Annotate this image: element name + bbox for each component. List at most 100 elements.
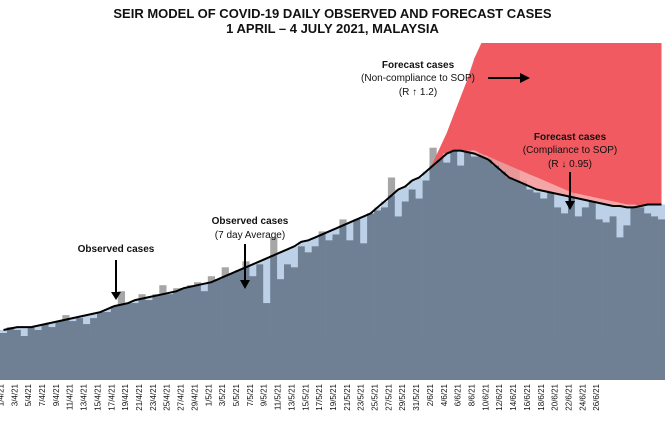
- x-tick-label: 7/5/21: [246, 383, 255, 406]
- x-tick-label: 19/4/21: [121, 383, 130, 410]
- observed-area-bar: [27, 327, 35, 342]
- observed-area-bar: [207, 282, 215, 342]
- observed-area-bar: [519, 183, 527, 342]
- x-tick-label: 22/6/21: [565, 383, 574, 410]
- x-tick-label: 21/5/21: [343, 383, 352, 410]
- observed-gap-bar: [644, 204, 652, 214]
- observed-area-bar: [284, 264, 292, 342]
- observed-area-bar: [62, 319, 70, 342]
- observed-area-bar: [346, 240, 354, 342]
- annotation-forecast-high-title: Forecast cases: [382, 60, 455, 71]
- x-tick-label: 15/5/21: [301, 383, 310, 410]
- x-tick-label: 5/4/21: [24, 383, 33, 406]
- observed-gap-bar: [595, 203, 603, 220]
- observed-gap-bar: [651, 204, 659, 217]
- annotation-arrowhead-observed-left: [111, 292, 121, 300]
- observed-area-bar: [90, 318, 98, 342]
- series-line-7-day-average: [3, 149, 662, 331]
- average-line: [3, 149, 662, 331]
- observed-area-bar: [131, 303, 139, 342]
- observed-area-bar: [97, 312, 105, 342]
- annotation-arrowhead-forecast-low: [565, 201, 575, 210]
- observed-area-bar: [616, 237, 624, 342]
- observed-area-bar: [13, 330, 22, 342]
- annotation-forecast-high-sub1: (Non-compliance to SOP): [361, 73, 475, 84]
- observed-area-bar: [374, 210, 382, 342]
- observed-area-bar: [360, 243, 368, 342]
- observed-area-bar: [6, 328, 15, 342]
- observed-area-bar: [505, 177, 513, 342]
- observed-area-bar: [387, 195, 396, 342]
- observed-area-bar: [595, 219, 603, 342]
- observed-area-bar: [145, 300, 153, 342]
- observed-area-bar: [0, 333, 8, 342]
- observed-area-bar: [297, 246, 306, 342]
- x-tick-label: 9/4/21: [52, 383, 61, 406]
- forecast-band-non-compliance: [426, 43, 662, 206]
- observed-gap-bar: [69, 318, 77, 322]
- annotation-forecast-low-sub1: (Compliance to SOP): [523, 145, 617, 156]
- x-tick-label: 1/4/21: [0, 383, 6, 406]
- observed-area-bar: [526, 189, 534, 342]
- x-tick-label: 1/5/21: [204, 383, 213, 406]
- observed-area-bar: [554, 207, 562, 342]
- observed-area-bar: [325, 240, 333, 342]
- observed-area-bar: [429, 165, 437, 342]
- observed-area-bar: [401, 201, 409, 342]
- observed-gap-bar: [0, 330, 8, 333]
- x-tick-label: 15/4/21: [93, 383, 102, 410]
- observed-area-bar: [644, 213, 652, 342]
- observed-area-bar: [381, 207, 389, 342]
- observed-gap-bar: [284, 249, 292, 265]
- observed-gap-bar: [616, 206, 624, 238]
- observed-gap-bar: [290, 246, 299, 268]
- observed-gap-bar: [381, 201, 389, 208]
- observed-area-bar: [187, 286, 195, 342]
- observed-area-bar: [568, 197, 576, 342]
- observed-gap-bar: [297, 241, 306, 247]
- observed-gap-bar: [83, 315, 91, 325]
- observed-area-bar: [658, 219, 665, 342]
- observed-area-bar: [41, 324, 49, 342]
- x-tick-label: 11/5/21: [274, 383, 283, 410]
- observed-area-bar: [290, 267, 299, 343]
- observed-gap-bar: [581, 200, 590, 208]
- chart-title-block: SEIR MODEL OF COVID-19 DAILY OBSERVED AN…: [0, 6, 665, 36]
- observed-area-bar: [263, 303, 271, 342]
- x-tick-label: 14/6/21: [509, 383, 518, 410]
- observed-area-bar: [464, 152, 472, 342]
- observed-area-bar: [318, 234, 326, 342]
- observed-gap-bar: [623, 207, 631, 226]
- annotation-arrowhead-forecast-high: [520, 73, 530, 83]
- observed-area-bar: [367, 213, 375, 342]
- observed-area-bar: [180, 288, 188, 342]
- observed-gap-bar: [48, 322, 56, 328]
- observed-area-bar: [547, 192, 555, 342]
- chart-subtitle: 1 APRIL – 4 JULY 2021, MALAYSIA: [226, 21, 439, 36]
- observed-area-bar: [173, 291, 181, 342]
- observed-area-bar: [194, 285, 202, 342]
- observed-gap-bar: [332, 228, 340, 235]
- observed-area-bar: [200, 291, 209, 342]
- observed-area-bar: [471, 156, 479, 342]
- x-tick-label: 10/6/21: [481, 383, 490, 410]
- x-tick-label: 26/6/21: [592, 383, 601, 410]
- observed-area-bar: [651, 216, 659, 342]
- observed-gap-bar: [554, 194, 562, 208]
- observed-area-bar: [249, 276, 257, 342]
- observed-area-bar: [117, 304, 125, 342]
- observed-area-bar: [602, 222, 610, 342]
- observed-area-bar: [533, 192, 541, 342]
- observed-gap-bar: [443, 153, 451, 163]
- observed-area-bar: [394, 216, 402, 342]
- observed-gap-bar: [394, 189, 402, 217]
- observed-gap-bar: [277, 252, 285, 280]
- observed-area-bar: [623, 225, 631, 342]
- x-tick-label: 2/6/21: [426, 383, 435, 406]
- observed-gap-bar: [20, 327, 28, 337]
- annotation-forecast-low-sub2: (R ↓ 0.95): [548, 159, 592, 170]
- observed-area-bar: [242, 267, 250, 343]
- annotation-arrowhead-observed-mid: [240, 280, 250, 289]
- observed-area-bar: [339, 225, 347, 342]
